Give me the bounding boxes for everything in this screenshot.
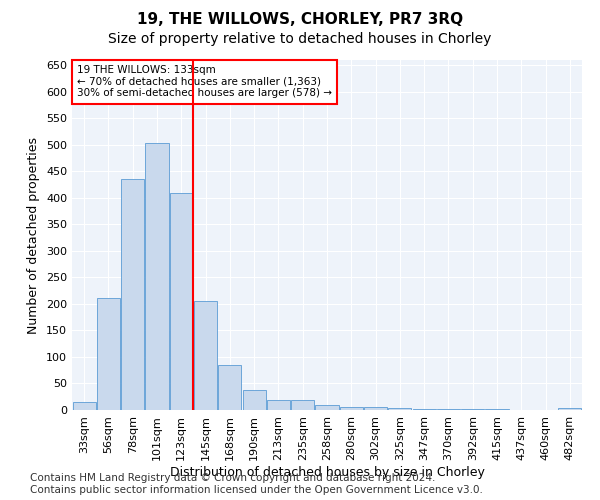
- Bar: [242, 390, 266, 410]
- Bar: [194, 301, 217, 410]
- Bar: [121, 180, 144, 410]
- Bar: [170, 192, 193, 410]
- X-axis label: Distribution of detached houses by size in Chorley: Distribution of detached houses by size …: [170, 466, 484, 478]
- Y-axis label: Number of detached properties: Number of detached properties: [28, 136, 40, 334]
- Bar: [364, 408, 387, 410]
- Bar: [145, 144, 169, 410]
- Bar: [267, 400, 290, 410]
- Text: 19, THE WILLOWS, CHORLEY, PR7 3RQ: 19, THE WILLOWS, CHORLEY, PR7 3RQ: [137, 12, 463, 28]
- Bar: [388, 408, 412, 410]
- Bar: [291, 400, 314, 410]
- Text: Size of property relative to detached houses in Chorley: Size of property relative to detached ho…: [109, 32, 491, 46]
- Bar: [316, 404, 338, 410]
- Text: Contains HM Land Registry data © Crown copyright and database right 2024.
Contai: Contains HM Land Registry data © Crown c…: [30, 474, 483, 495]
- Bar: [218, 366, 241, 410]
- Text: 19 THE WILLOWS: 133sqm
← 70% of detached houses are smaller (1,363)
30% of semi-: 19 THE WILLOWS: 133sqm ← 70% of detached…: [77, 66, 332, 98]
- Bar: [73, 402, 95, 410]
- Bar: [340, 408, 363, 410]
- Bar: [559, 408, 581, 410]
- Bar: [97, 298, 120, 410]
